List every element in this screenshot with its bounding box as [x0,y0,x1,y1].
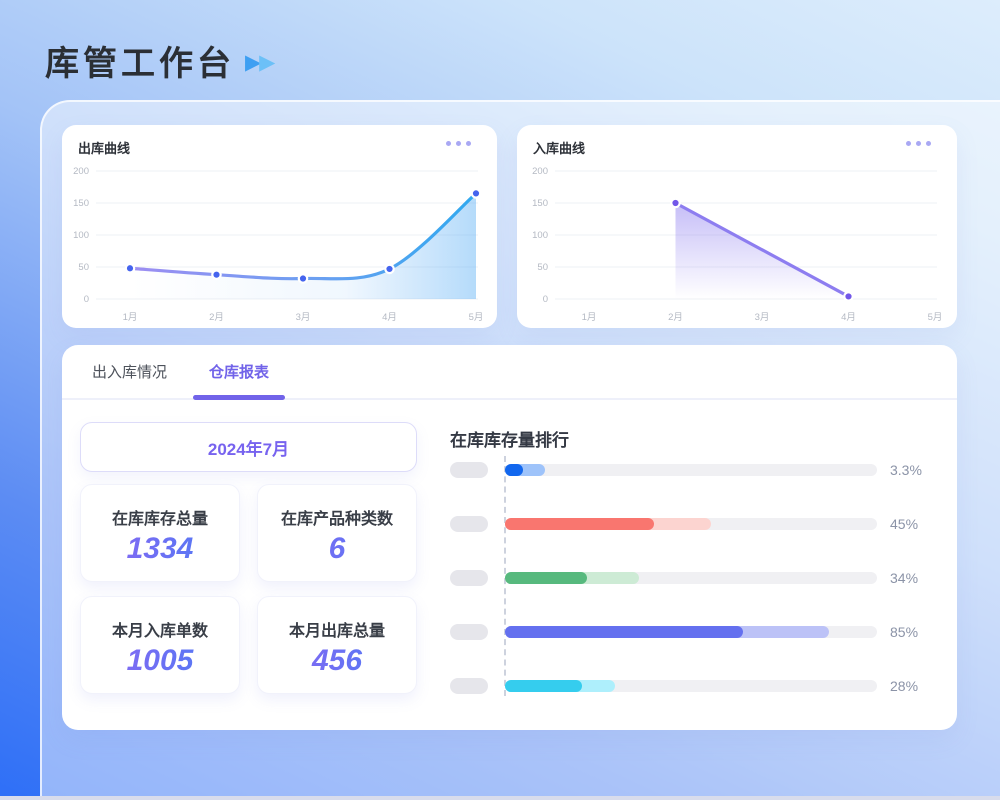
svg-text:150: 150 [532,198,548,209]
stat-value: 456 [258,644,416,678]
ranking-rows: 3.3% 45% 34% [450,456,940,730]
rank-bar [505,572,587,584]
ranking-title: 在库库存量排行 [450,431,569,450]
svg-text:3月: 3月 [755,312,770,323]
more-options-icon[interactable] [446,141,471,146]
play-icon: ▶ [245,51,262,74]
stat-label: 在库产品种类数 [280,511,393,528]
more-options-icon[interactable] [906,141,931,146]
stat-value: 6 [258,532,416,566]
svg-text:100: 100 [532,230,548,241]
rank-bar-track [505,626,877,638]
rank-bar [505,464,523,476]
play-icon: ▶ [259,51,276,74]
outbound-card-title: 出库曲线 [78,141,131,156]
rank-label-pill [450,624,488,640]
rank-label-pill [450,462,488,478]
svg-text:3月: 3月 [296,312,311,323]
rank-label-pill [450,570,488,586]
ranking-row: 3.3% [450,462,940,478]
rank-percent-label: 85% [890,624,919,640]
svg-text:2月: 2月 [209,312,224,323]
rank-bar-track [505,572,877,584]
outbound-line-chart: 0 50 100 150 200 1月 2月 3月 4月 5月 [73,166,484,323]
report-card: 出入库情况 仓库报表 2024年7月 在库库存总量 1334 在库产品种类数 6… [62,345,957,730]
tab-warehouse-report[interactable]: 仓库报表 [193,345,286,400]
ranking-row: 34% [450,570,940,586]
rank-bar [505,518,654,530]
stat-value: 1005 [81,644,239,678]
outbound-curve-card: 出库曲线 0 50 100 150 200 1月 2月 3月 4月 5月 [62,125,497,328]
rank-percent-label: 28% [890,678,919,694]
stat-card-total-inventory: 在库库存总量 1334 [80,484,240,582]
stat-label: 在库库存总量 [111,511,208,528]
stat-card-product-types: 在库产品种类数 6 [257,484,417,582]
inbound-line-chart: 0 50 100 150 200 1月 2月 3月 4月 5月 [532,166,943,323]
stat-label: 本月入库单数 [111,623,208,640]
svg-text:200: 200 [532,166,548,177]
rank-percent-label: 34% [890,570,919,586]
period-selector[interactable]: 2024年7月 [80,422,417,472]
inbound-card-title: 入库曲线 [533,141,586,156]
svg-text:50: 50 [78,262,89,273]
rank-bar-track [505,464,877,476]
rank-percent-label: 45% [890,516,919,532]
svg-text:200: 200 [73,166,89,177]
rank-label-pill [450,678,488,694]
inbound-curve-card: 入库曲线 0 50 100 150 200 1月 2月 3月 4月 5月 [517,125,957,328]
ranking-row: 85% [450,624,940,640]
rank-percent-label: 3.3% [890,462,922,478]
page-header: 库管工作台 ▶ ▶ [45,36,275,85]
svg-text:0: 0 [84,294,89,305]
svg-text:100: 100 [73,230,89,241]
rank-bar-track [505,680,877,692]
svg-text:2月: 2月 [668,312,683,323]
svg-text:50: 50 [537,262,548,273]
svg-text:1月: 1月 [582,312,597,323]
rank-bar [505,680,582,692]
stat-card-inbound-orders: 本月入库单数 1005 [80,596,240,694]
svg-text:150: 150 [73,198,89,209]
stat-card-outbound-total: 本月出库总量 456 [257,596,417,694]
double-play-icon: ▶ ▶ [245,52,275,73]
tab-bar: 出入库情况 仓库报表 [62,345,957,400]
svg-text:5月: 5月 [928,312,943,323]
rank-bar [505,626,744,638]
active-tab-underline [193,395,286,400]
window-bottom-edge [0,796,1000,800]
svg-text:0: 0 [543,294,548,305]
rank-bar-track [505,518,877,530]
period-label: 2024年7月 [207,439,290,459]
svg-text:1月: 1月 [123,312,138,323]
svg-text:4月: 4月 [382,312,397,323]
stat-value: 1334 [81,532,239,566]
ranking-row: 28% [450,678,940,694]
rank-label-pill [450,516,488,532]
tab-inout-status[interactable]: 出入库情况 [92,364,168,381]
svg-text:5月: 5月 [469,312,484,323]
ranking-row: 45% [450,516,940,532]
page-title: 库管工作台 [45,45,235,83]
svg-text:4月: 4月 [841,312,856,323]
main-panel: 出库曲线 0 50 100 150 200 1月 2月 3月 4月 5月 入库曲线 [40,100,1000,800]
stat-label: 本月出库总量 [288,623,385,640]
